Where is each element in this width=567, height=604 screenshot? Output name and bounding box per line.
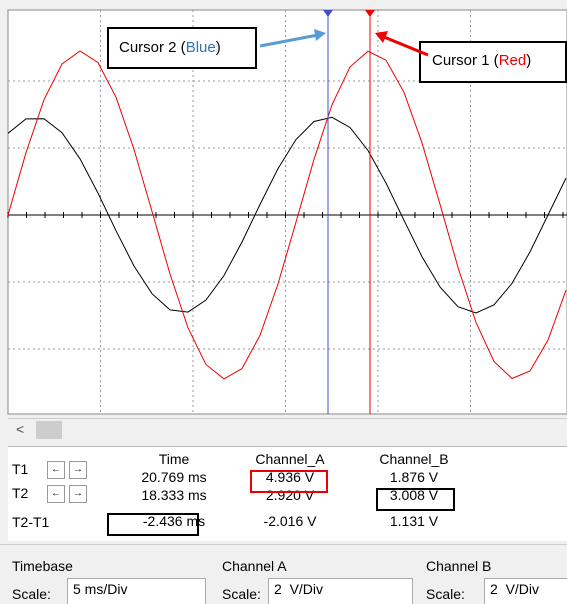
readout-value: 20.769 ms — [141, 469, 207, 485]
separator — [0, 544, 567, 545]
callout-label: Cursor 2 (Blue) — [119, 39, 221, 56]
callout-text: Red — [498, 52, 527, 69]
callout-text: Blue — [185, 39, 216, 56]
section-title: Channel B — [426, 558, 492, 574]
highlight-box — [107, 513, 199, 536]
scale-label: Scale: — [222, 586, 261, 602]
channel-a-trace — [7, 50, 567, 380]
scale-input[interactable] — [268, 578, 413, 604]
step-left-button[interactable]: ← — [47, 461, 65, 479]
scroll-thumb[interactable] — [36, 421, 62, 439]
scrollbar[interactable] — [8, 418, 567, 443]
readout-value: 4.936 V — [265, 469, 315, 485]
scale-input[interactable] — [67, 578, 206, 604]
callout-arrow — [383, 35, 429, 57]
readout-value: -2.016 V — [263, 513, 317, 529]
column-header: Time — [158, 451, 190, 467]
callout-box — [107, 27, 257, 69]
readout-panel — [8, 446, 567, 541]
scale-value: 5 ms/Div — [73, 581, 128, 597]
cursor-1-handle[interactable] — [365, 10, 375, 17]
section-title: Channel A — [222, 558, 287, 574]
readout-value: 18.333 ms — [141, 487, 207, 503]
callout-text: ) — [526, 52, 532, 69]
cursor-2-handle[interactable] — [323, 10, 333, 17]
callout-text: Cursor 1 ( — [432, 52, 499, 69]
readout-value: 1.131 V — [389, 513, 439, 529]
step-right-button[interactable]: → — [69, 485, 87, 503]
column-header: Channel_A — [255, 451, 325, 467]
highlight-box — [250, 470, 328, 493]
scale-input[interactable] — [484, 578, 567, 604]
scale-label: Scale: — [426, 586, 465, 602]
callout-arrowhead — [375, 31, 388, 43]
readout-value: -2.436 ms — [142, 513, 206, 529]
readout-value: 1.876 V — [389, 469, 439, 485]
row-label: T2-T1 — [12, 514, 50, 530]
row-label: T2 — [12, 485, 29, 501]
step-left-button[interactable]: ← — [47, 485, 65, 503]
column-header: Channel_B — [379, 451, 449, 467]
callout-label: Cursor 1 (Red) — [432, 52, 531, 69]
callout-arrowhead — [314, 29, 326, 41]
scroll-left[interactable]: < — [16, 421, 25, 437]
scale-value: 2 V/Div — [490, 581, 540, 597]
callout-box — [419, 41, 567, 83]
callout-text: ) — [215, 39, 221, 56]
step-right-button[interactable]: → — [69, 461, 87, 479]
readout-value: 3.008 V — [389, 487, 439, 503]
callout-text: Cursor 2 ( — [119, 39, 186, 56]
callout-arrow — [259, 33, 319, 48]
scale-value: 2 V/Div — [274, 581, 324, 597]
scale-label: Scale: — [12, 586, 51, 602]
highlight-box — [376, 488, 455, 511]
scope-screen — [7, 9, 567, 415]
section-title: Timebase — [12, 558, 73, 574]
row-label: T1 — [12, 461, 29, 477]
